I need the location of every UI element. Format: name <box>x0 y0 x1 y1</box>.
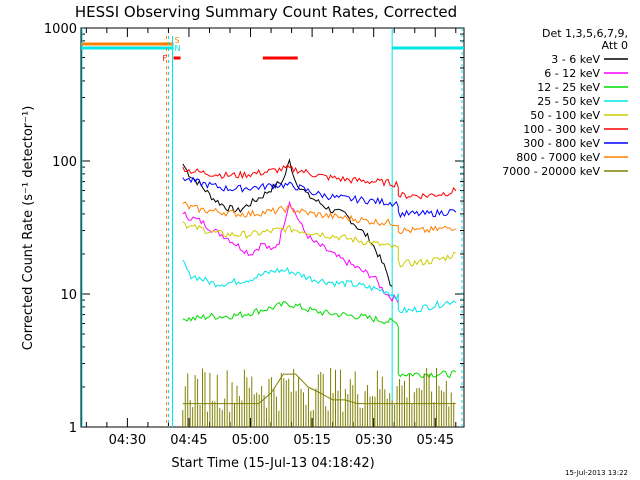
legend-label: 12 - 25 keV <box>537 81 600 94</box>
plot-frame <box>80 27 465 428</box>
series-line <box>182 259 457 314</box>
legend-label: 800 - 7000 keV <box>516 151 600 164</box>
legend-label: 7000 - 20000 keV <box>502 165 600 178</box>
series-line <box>182 300 457 379</box>
legend-label: 100 - 300 keV <box>523 123 600 136</box>
series-line <box>182 176 457 219</box>
y-axis-label: Corrected Count Rate (s⁻¹ detector⁻¹) <box>21 106 36 351</box>
legend-label: 50 - 100 keV <box>530 109 600 122</box>
chart-title: HESSI Observing Summary Count Rates, Cor… <box>75 3 457 21</box>
legend-label: 25 - 50 keV <box>537 95 600 108</box>
legend-header-attenuator: Att 0 <box>602 39 628 52</box>
flag-S: S <box>175 36 180 45</box>
y-tick-label: 100 <box>52 155 77 170</box>
x-axis: 04:30 04:45 05:00 05:15 05:30 05:45 <box>85 28 457 448</box>
footer-timestamp: 15-Jul-2013 13:22 <box>565 469 628 477</box>
x-axis-label: Start Time (15-Jul-13 04:18:42) <box>171 456 374 471</box>
flag-N: N <box>175 44 181 53</box>
series-line <box>182 200 399 304</box>
x-tick-label: 05:15 <box>293 433 330 448</box>
legend-label: 300 - 800 keV <box>523 137 600 150</box>
x-tick-label: 05:45 <box>417 433 454 448</box>
x-tick-label: 04:30 <box>109 433 146 448</box>
legend-label: 6 - 12 keV <box>544 67 600 80</box>
y-tick-label: 10 <box>60 288 77 303</box>
x-tick-label: 04:45 <box>170 433 207 448</box>
legend-label: 3 - 6 keV <box>551 53 600 66</box>
flag-F: F <box>163 54 168 63</box>
x-tick-label: 05:30 <box>355 433 392 448</box>
series-line <box>182 221 456 268</box>
y-tick-label: 1000 <box>44 22 77 37</box>
series-line <box>182 164 457 200</box>
x-tick-label: 05:00 <box>232 433 269 448</box>
series-line <box>182 201 456 235</box>
observing-flags: SNF <box>81 28 464 427</box>
legend-header-detectors: Det 1,3,5,6,7,9, <box>542 27 628 40</box>
series-line <box>182 373 456 405</box>
series-layer <box>182 158 457 427</box>
y-tick-label: 1 <box>69 421 77 436</box>
y-axis: 1 10 100 1000 <box>44 22 464 436</box>
